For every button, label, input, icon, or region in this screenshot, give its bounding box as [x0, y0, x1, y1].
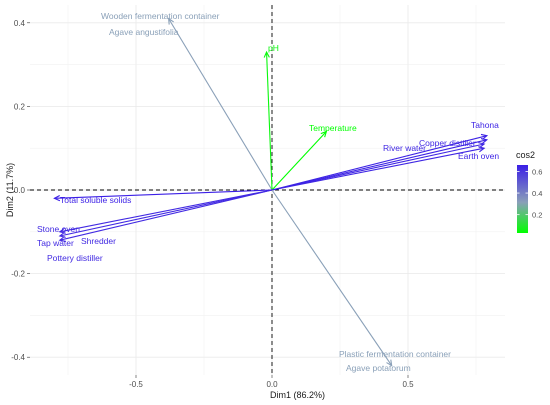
variable-arrow	[168, 18, 273, 191]
variable-arrow-head	[478, 142, 486, 149]
variable-label: Wooden fermentation container	[101, 11, 220, 21]
x-tick-label: -0.5	[129, 380, 143, 389]
variable-arrow	[271, 135, 488, 191]
legend-tick-label: 0.6	[532, 167, 542, 176]
variable-label: Plastic fermentation container	[339, 349, 451, 359]
variable-label: Copper distiller	[419, 138, 476, 148]
variable-arrow-head	[167, 17, 174, 25]
variable-arrow-head	[263, 50, 270, 58]
y-tick-label: 0.4	[14, 19, 26, 28]
variable-arrow	[271, 147, 485, 191]
variable-arrow	[271, 131, 327, 191]
legend-title: cos2	[516, 150, 535, 160]
variable-arrow	[271, 143, 485, 191]
variable-arrow	[271, 189, 393, 366]
legend-color-bar	[517, 165, 528, 233]
y-tick-label: -0.2	[11, 270, 25, 279]
variable-arrow-head	[480, 137, 489, 145]
variable-label: Agave potatorum	[346, 363, 411, 373]
variable-label: Tahona	[471, 120, 499, 130]
variable-arrow-head	[480, 133, 489, 140]
variable-arrow-head	[478, 146, 486, 153]
variable-arrow	[59, 189, 273, 237]
variable-label: Stone oven	[37, 224, 80, 234]
variable-label: Pottery distiller	[47, 253, 103, 263]
variable-arrow-head	[320, 130, 328, 138]
legend-tick-label: 0.2	[532, 211, 542, 220]
variable-label: Total soluble solids	[60, 195, 131, 205]
y-axis-title: Dim2 (11.7%)	[5, 163, 15, 217]
variable-label: Shredder	[81, 236, 116, 246]
variable-arrow	[59, 189, 273, 241]
variable-arrow-head	[53, 195, 61, 202]
variable-arrow-head	[58, 235, 66, 242]
variable-arrow	[59, 189, 273, 233]
legend-tick-label: 0.4	[532, 189, 542, 198]
x-tick-label: 0.0	[266, 380, 278, 389]
variable-label: Tap water	[37, 238, 74, 248]
x-tick-label: 0.5	[402, 380, 414, 389]
variable-label: Temperature	[309, 123, 357, 133]
x-axis-title: Dim1 (86.2%)	[270, 390, 325, 400]
variable-arrow-head	[386, 359, 393, 367]
y-tick-label: 0.2	[14, 102, 26, 111]
variable-arrow	[266, 52, 273, 191]
variable-arrow	[271, 139, 488, 191]
variable-arrow	[54, 189, 273, 199]
variable-label: Earth oven	[458, 151, 499, 161]
y-tick-label: -0.4	[11, 353, 25, 362]
y-tick-label: 0.0	[14, 186, 26, 195]
variable-label: River water	[383, 143, 426, 153]
variable-label: pH	[268, 43, 279, 53]
variable-label: Agave angustifolia	[109, 27, 179, 37]
